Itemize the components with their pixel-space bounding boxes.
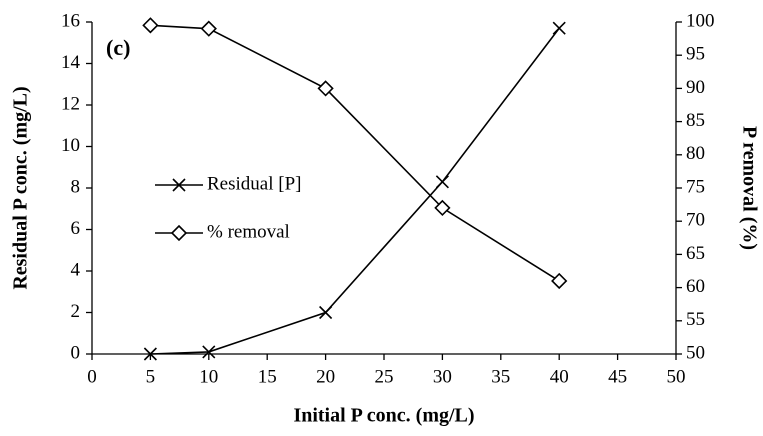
y2-tick-label: 90	[686, 77, 705, 98]
y2-tick-label: 95	[686, 44, 705, 65]
legend-label: Residual [P]	[207, 173, 301, 194]
marker	[552, 21, 566, 35]
y2-tick-label: 70	[686, 210, 705, 231]
series-line	[150, 24, 560, 282]
y2-tick-label: 80	[686, 143, 705, 164]
marker	[142, 17, 159, 34]
y2-tick-label: 60	[686, 276, 705, 297]
x-tick-label: 10	[199, 366, 218, 387]
y-tick-label: 16	[61, 10, 80, 31]
y2-tick-label: 65	[686, 243, 705, 264]
x-tick-label: 30	[433, 366, 452, 387]
legend-label: % removal	[207, 221, 290, 242]
x-tick-label: 0	[87, 366, 97, 387]
y2-tick-label: 75	[686, 176, 705, 197]
panel-label: (c)	[106, 35, 130, 60]
marker	[319, 305, 333, 320]
y-tick-label: 0	[71, 342, 81, 363]
x-tick-label: 35	[491, 366, 510, 387]
marker	[202, 345, 216, 359]
y2-tick-label: 85	[686, 110, 705, 131]
marker	[434, 199, 451, 217]
y2-tick-label: 55	[686, 309, 705, 330]
x-axis-label: Initial P conc. (mg/L)	[293, 405, 474, 427]
marker	[143, 347, 157, 361]
y-tick-label: 4	[71, 259, 81, 280]
y-tick-label: 12	[61, 93, 80, 114]
y-tick-label: 10	[61, 135, 80, 156]
y-axis-label: Residual P conc. (mg/L)	[10, 86, 32, 289]
x-tick-label: 45	[608, 366, 627, 387]
x-tick-label: 5	[146, 366, 156, 387]
x-tick-label: 15	[258, 366, 277, 387]
y-tick-label: 8	[71, 176, 81, 197]
marker	[435, 175, 449, 189]
x-tick-label: 40	[550, 366, 569, 387]
legend-marker	[170, 224, 188, 242]
x-tick-label: 25	[375, 366, 394, 387]
x-tick-label: 20	[316, 366, 335, 387]
y2-tick-label: 100	[686, 10, 715, 31]
y-tick-label: 6	[71, 218, 81, 239]
marker	[551, 272, 568, 290]
y-tick-label: 2	[71, 301, 81, 322]
y2-axis-label: P removal (%)	[738, 126, 760, 250]
y2-tick-label: 50	[686, 342, 705, 363]
marker	[200, 20, 217, 37]
legend-marker	[172, 178, 186, 192]
marker	[317, 80, 334, 97]
y-tick-label: 14	[61, 52, 81, 73]
x-tick-label: 50	[667, 366, 686, 387]
